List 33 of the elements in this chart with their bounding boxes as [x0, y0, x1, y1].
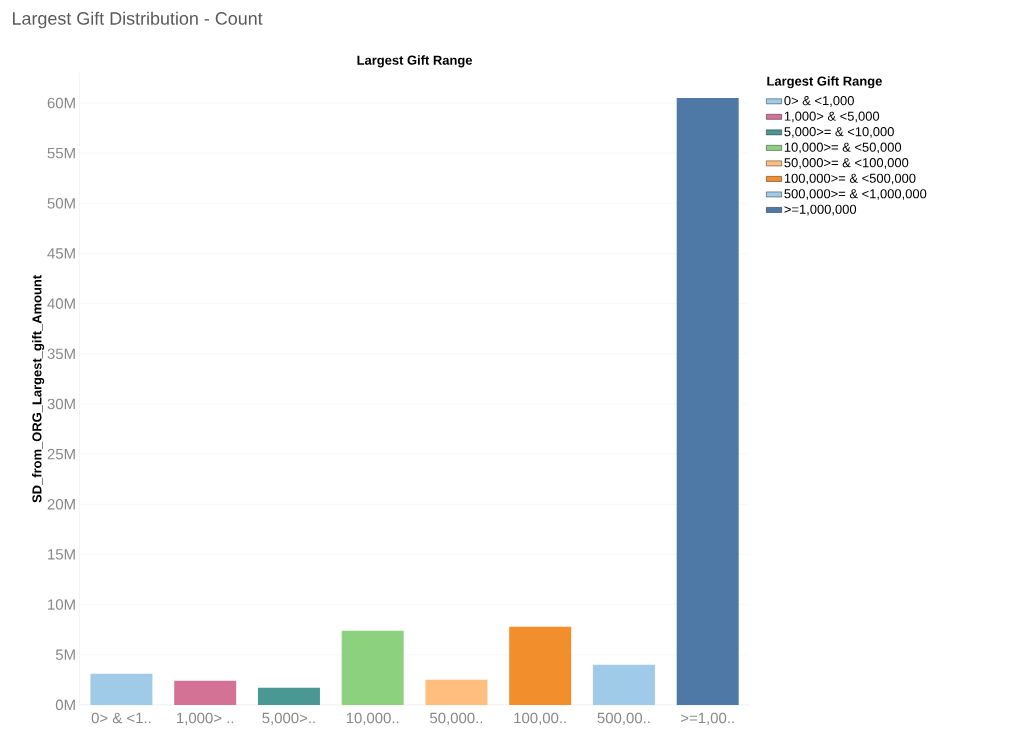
y-tick-label: 30M	[47, 398, 75, 410]
x-tick-label: 10,000..	[346, 712, 399, 725]
legend-label: 50,000>= & <100,000	[784, 158, 909, 169]
y-tick-label: 15M	[48, 549, 75, 560]
legend-label: 100,000>= & <500,000	[784, 173, 916, 185]
legend-label: 500,000>= & <1,000,000	[784, 189, 927, 200]
y-tick-label: 45M	[47, 248, 75, 259]
chart-title: Largest Gift Distribution - Count	[13, 11, 263, 29]
legend-label: 5,000>= & <10,000	[784, 127, 894, 138]
y-tick-label: 55M	[47, 147, 75, 159]
y-tick-label: 60M	[47, 97, 75, 109]
y-tick-label: 25M	[47, 448, 75, 460]
legend-label: >=1,000,000	[784, 204, 857, 216]
y-tick-label: 50M	[47, 198, 75, 209]
legend-label: 10,000>= & <50,000	[784, 142, 902, 154]
x-tick-label: 5,000>..	[262, 712, 315, 725]
x-axis-title: Largest Gift Range	[357, 55, 473, 68]
y-tick-label: 0M	[55, 699, 75, 711]
legend-label: 0> & <1,000	[784, 96, 854, 107]
y-tick-label: 20M	[47, 498, 75, 510]
y-tick-label: 40M	[47, 298, 75, 309]
x-tick-label: 1,000> ..	[177, 712, 234, 725]
x-tick-label: 100,00..	[514, 712, 566, 725]
legend-label: 1,000> & <5,000	[784, 111, 880, 123]
y-axis-title: SD_from_ORG_Largest_gift_Amount	[32, 275, 45, 503]
y-tick-label: 10M	[48, 599, 75, 610]
x-tick-label: 500,00..	[597, 712, 650, 725]
x-tick-label: 0> & <1..	[91, 712, 151, 724]
y-tick-label: 5M	[55, 649, 75, 660]
legend-title: Largest Gift Range	[767, 76, 882, 89]
x-tick-label: >=1,00..	[681, 712, 734, 725]
y-tick-label: 35M	[47, 348, 75, 360]
x-tick-label: 50,000..	[430, 712, 483, 725]
